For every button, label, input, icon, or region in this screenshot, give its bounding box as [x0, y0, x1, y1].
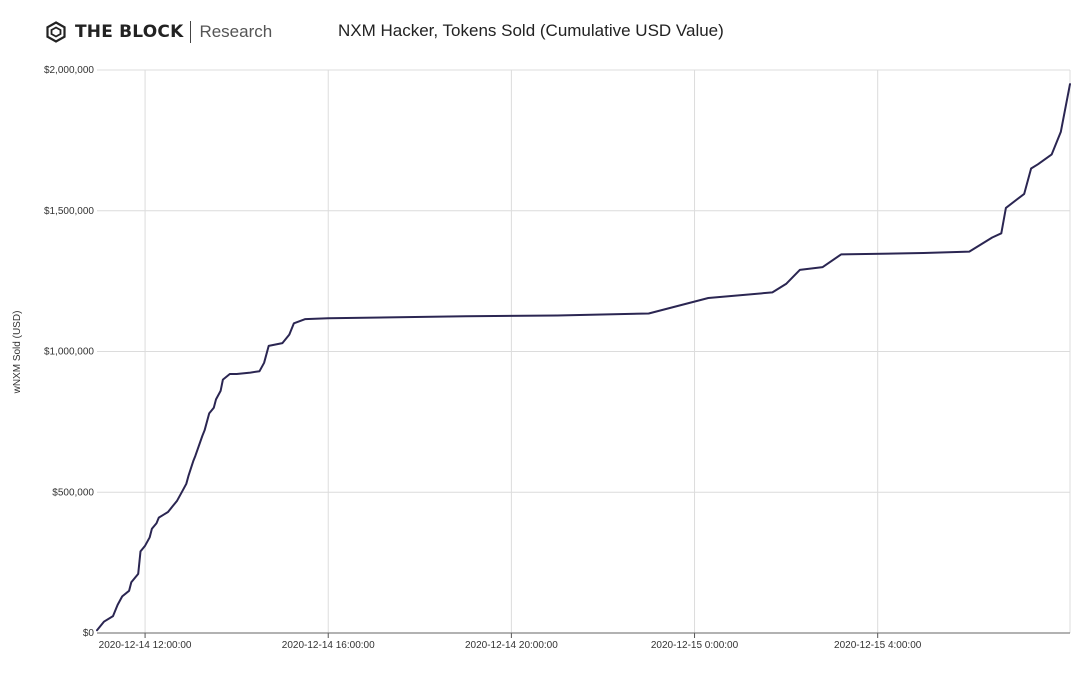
series-line	[96, 83, 1071, 632]
x-tick-label: 2020-12-15 4:00:00	[834, 640, 922, 651]
y-tick-label: $1,500,000	[44, 206, 94, 217]
series-layer	[96, 83, 1071, 632]
brand-divider	[190, 21, 192, 43]
y-axis-label: wNXM Sold (USD)	[12, 311, 23, 395]
x-tick-label: 2020-12-14 12:00:00	[99, 640, 192, 651]
chart-title: NXM Hacker, Tokens Sold (Cumulative USD …	[338, 21, 724, 40]
y-tick-label: $2,000,000	[44, 65, 94, 76]
brand-name: THE BLOCK	[75, 22, 184, 42]
brand-logo: THE BLOCK Research	[45, 18, 272, 46]
y-tick-label: $0	[83, 628, 95, 639]
y-tick-label: $1,000,000	[44, 347, 94, 358]
brand-subtitle: Research	[199, 22, 273, 41]
y-axis-ticks: $0 $500,000 $1,000,000 $1,500,000 $2,000,000	[44, 65, 94, 639]
y-tick-label: $500,000	[52, 487, 94, 498]
x-tick-label: 2020-12-15 0:00:00	[651, 640, 739, 651]
x-tick-label: 2020-12-14 20:00:00	[465, 640, 558, 651]
x-tick-label: 2020-12-14 16:00:00	[282, 640, 375, 651]
grid-lines	[97, 69, 1071, 634]
cube-logo-icon	[46, 21, 66, 43]
axes	[97, 632, 1070, 638]
x-axis-ticks: 2020-12-14 12:00:00 2020-12-14 16:00:00 20…	[99, 640, 922, 651]
